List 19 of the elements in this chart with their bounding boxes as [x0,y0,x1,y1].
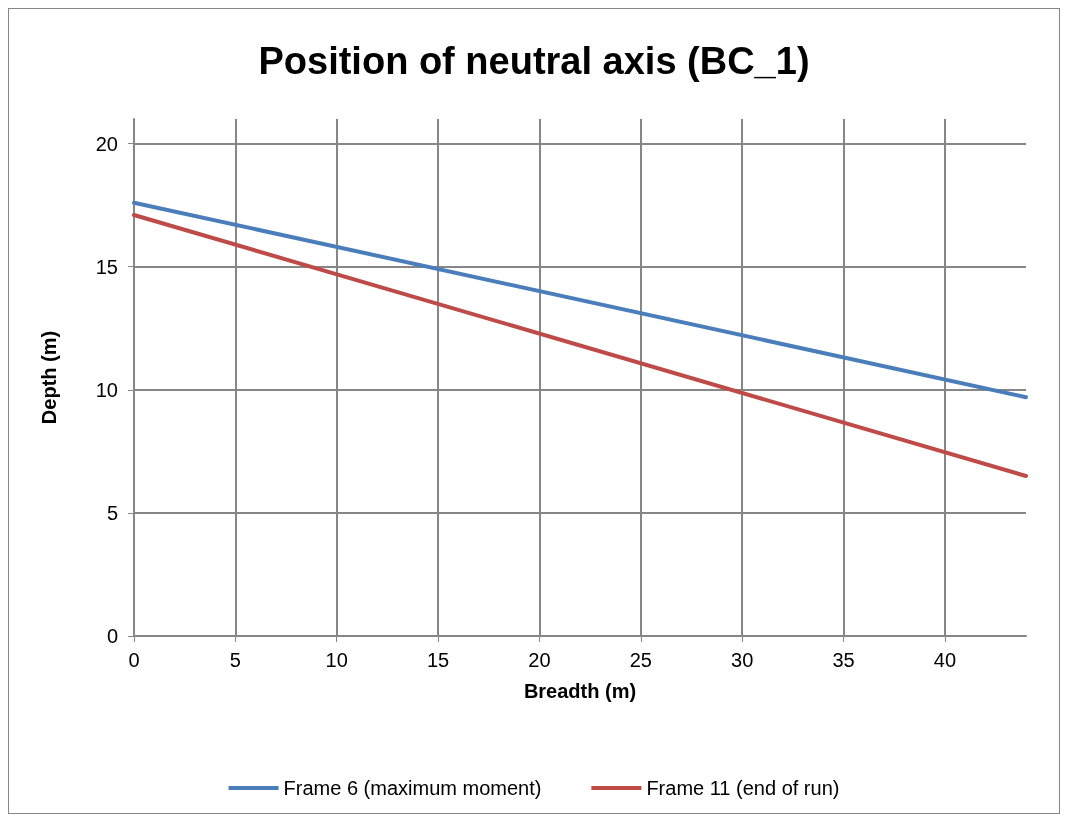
y-tick-label: 0 [106,625,118,647]
x-tick-label: 0 [128,649,140,671]
y-tick-label: 20 [95,132,118,155]
y-tick-label: 15 [95,255,118,278]
x-tick-label: 35 [832,649,855,671]
x-axis-title: Breadth (m) [523,680,637,702]
x-tick-label: 15 [426,649,450,671]
y-tick-label: 5 [106,501,118,524]
x-tick-label: 10 [325,649,348,671]
x-tick-label: 20 [528,649,551,671]
legend-label: Frame 6 (maximum moment) [283,777,542,799]
x-tick-label: 5 [229,649,241,671]
y-tick-label: 10 [95,378,118,401]
x-tick-label: 30 [731,649,754,671]
x-tick-label: 25 [629,649,652,671]
chart-title: Position of neutral axis (BC_1) [258,40,810,82]
y-axis-title: Depth (m) [38,330,60,425]
x-tick-label: 40 [933,649,957,671]
legend-label: Frame 11 (end of run) [646,777,840,799]
